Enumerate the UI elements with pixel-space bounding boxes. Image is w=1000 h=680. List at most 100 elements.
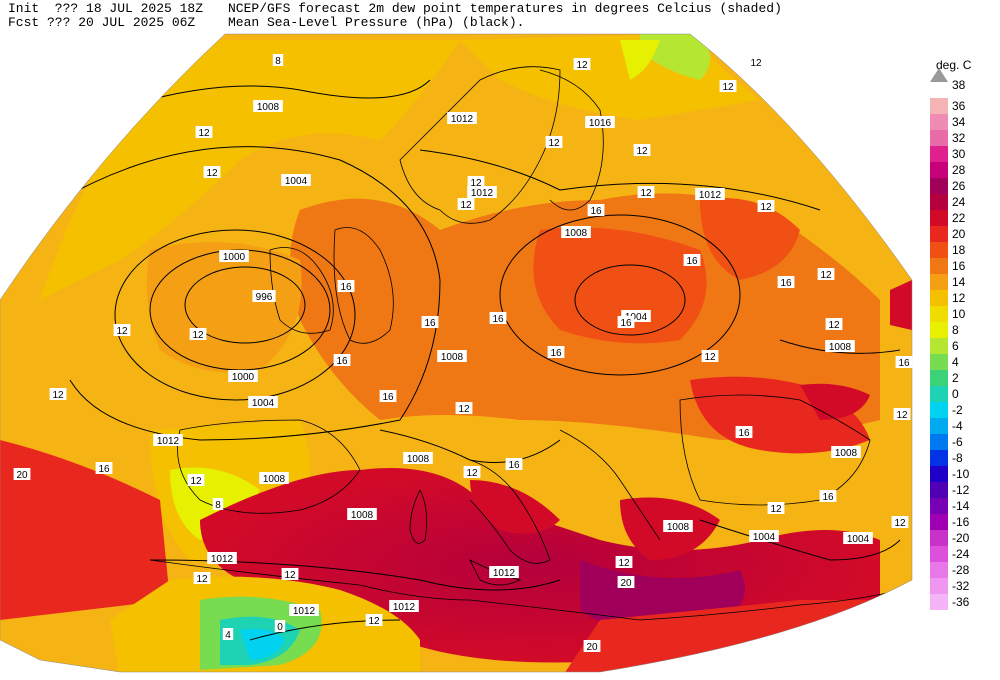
legend-level: 14	[930, 274, 998, 290]
isobar-label: 996	[252, 290, 276, 303]
isobar-label: 1008	[253, 100, 283, 113]
legend-label: -2	[952, 403, 963, 417]
legend-level: 30	[930, 146, 998, 162]
svg-text:1008: 1008	[565, 228, 588, 239]
svg-text:1004: 1004	[847, 534, 870, 545]
isobar-label: 1008	[403, 452, 433, 465]
svg-text:1012: 1012	[211, 554, 234, 565]
svg-text:12: 12	[368, 616, 380, 627]
legend-swatch	[930, 178, 948, 194]
isobar-label: 1008	[825, 340, 855, 353]
legend-level: 18	[930, 242, 998, 258]
svg-text:16: 16	[340, 282, 352, 293]
legend-level: 8	[930, 322, 998, 338]
svg-text:12: 12	[466, 468, 478, 479]
legend-swatch	[930, 482, 948, 498]
legend-swatch	[930, 450, 948, 466]
legend-label: 26	[952, 179, 966, 193]
svg-text:12: 12	[750, 58, 762, 69]
dewpoint-label: 12	[457, 198, 475, 211]
legend-swatch	[930, 306, 948, 322]
dewpoint-label: 12	[189, 328, 207, 341]
dewpoint-label: 16	[895, 356, 913, 369]
svg-text:12: 12	[190, 476, 202, 487]
legend-label: 14	[952, 275, 966, 289]
dewpoint-label: 4	[222, 628, 234, 641]
dewpoint-label: 16	[683, 254, 701, 267]
dewpoint-label: 12	[203, 166, 221, 179]
svg-text:12: 12	[192, 330, 204, 341]
dewpoint-label: 8	[212, 498, 224, 511]
legend-label: 20	[952, 227, 966, 241]
legend-level: 6	[930, 338, 998, 354]
svg-text:12: 12	[770, 504, 782, 515]
svg-text:996: 996	[256, 292, 273, 303]
dewpoint-labels: 12 12 12 12 12 16 16 16 16 16 16 16 16 16 16 16 12 12 12 12…	[13, 54, 913, 653]
legend-swatch	[930, 530, 948, 546]
legend-level: -6	[930, 434, 998, 450]
legend-level: -36	[930, 594, 998, 610]
isobar-label: 1012	[207, 552, 237, 565]
legend-swatch	[930, 226, 948, 242]
legend-label: 34	[952, 115, 966, 129]
dewpoint-label: 12	[701, 350, 719, 363]
dewpoint-label: 16	[421, 316, 439, 329]
svg-text:1004: 1004	[252, 398, 275, 409]
legend-label: -20	[952, 531, 970, 545]
svg-text:16: 16	[336, 356, 348, 367]
dewpoint-label: 20	[583, 640, 601, 653]
svg-text:20: 20	[16, 470, 28, 481]
svg-text:1012: 1012	[471, 188, 494, 199]
svg-text:12: 12	[206, 168, 218, 179]
svg-text:12: 12	[636, 146, 648, 157]
svg-text:16: 16	[780, 278, 792, 289]
isobar-label: 1008	[437, 350, 467, 363]
svg-text:16: 16	[492, 314, 504, 325]
legend-swatch	[930, 210, 948, 226]
legend-level: 16	[930, 258, 998, 274]
svg-text:12: 12	[894, 518, 906, 529]
legend-level: -10	[930, 466, 998, 482]
isobar-label: 1004	[281, 174, 311, 187]
legend-label: 18	[952, 243, 966, 257]
legend-level: -32	[930, 578, 998, 594]
legend-level: 24	[930, 194, 998, 210]
legend-label: 0	[952, 387, 959, 401]
isobar-label: 1012	[389, 600, 419, 613]
svg-text:12: 12	[460, 200, 472, 211]
svg-text:1004: 1004	[625, 312, 648, 323]
isobar-label: 1012	[695, 188, 725, 201]
svg-text:12: 12	[618, 558, 630, 569]
dewpoint-label: 12	[817, 268, 835, 281]
legend-swatch	[930, 258, 948, 274]
dewpoint-label: 12	[637, 186, 655, 199]
legend-label: -36	[952, 595, 970, 609]
svg-text:1012: 1012	[699, 190, 722, 201]
dewpoint-label: 12	[633, 144, 651, 157]
forecast-time-label: Fcst ??? 20 JUL 2025 06Z	[8, 15, 196, 30]
svg-text:1012: 1012	[393, 602, 416, 613]
svg-text:1008: 1008	[829, 342, 852, 353]
svg-text:12: 12	[896, 410, 908, 421]
legend-swatch	[930, 498, 948, 514]
svg-text:1004: 1004	[753, 532, 776, 543]
dewpoint-label: 16	[95, 462, 113, 475]
dewpoint-label: 12	[891, 516, 909, 529]
svg-text:16: 16	[686, 256, 698, 267]
legend-label: 36	[952, 99, 966, 113]
legend-label: 2	[952, 371, 959, 385]
isobar-label: 1000	[219, 250, 249, 263]
legend-label: 24	[952, 195, 966, 209]
dewpoint-label: 12	[49, 388, 67, 401]
svg-text:1008: 1008	[407, 454, 430, 465]
legend-level: 26	[930, 178, 998, 194]
dewpoint-label: 16	[587, 204, 605, 217]
legend-swatch	[930, 114, 948, 130]
dewpoint-label: 0	[274, 620, 286, 633]
legend-label: 10	[952, 307, 966, 321]
dewpoint-label: 12	[757, 200, 775, 213]
legend-level: -8	[930, 450, 998, 466]
legend-level: -24	[930, 546, 998, 562]
svg-text:1016: 1016	[589, 118, 612, 129]
svg-text:1000: 1000	[223, 252, 246, 263]
